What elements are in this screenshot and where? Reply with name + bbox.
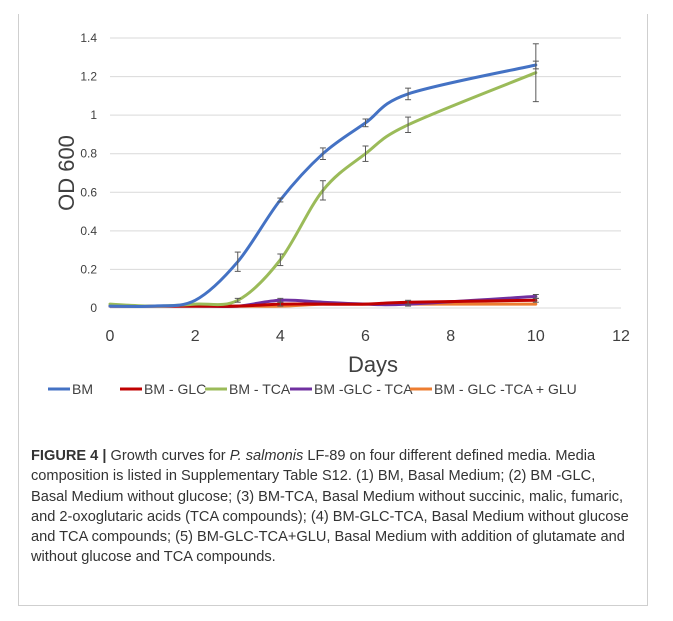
y-tick-label: 0.6: [80, 185, 97, 199]
x-axis-title: Days: [348, 352, 398, 377]
y-axis-title: OD 600: [54, 135, 79, 211]
caption-text-post: LF-89 on four different defined media. M…: [31, 448, 629, 566]
legend-label: BM - GLC -TCA + GLU: [434, 381, 577, 397]
y-tick-label: 1.2: [80, 70, 97, 84]
legend-label: BM - GLC: [144, 381, 206, 397]
y-tick-label: 0.4: [80, 224, 97, 238]
x-tick-label: 10: [527, 328, 545, 345]
x-tick-label: 2: [191, 328, 200, 345]
figure-frame: [18, 14, 648, 606]
x-tick-label: 12: [612, 328, 630, 345]
y-tick-label: 0.8: [80, 147, 97, 161]
x-tick-label: 6: [361, 328, 370, 345]
x-tick-label: 8: [446, 328, 455, 345]
growth-curve-chart: 0 0.2 0.4 0.6 0.8 1 1.2 1.4 0 2 4 6 8 10 12 Days OD 600 B…: [48, 31, 630, 397]
legend-label: BM - TCA: [229, 381, 291, 397]
caption-species: P. salmonis: [229, 448, 304, 464]
x-tick-label: 0: [106, 328, 115, 345]
legend-label: BM -GLC - TCA: [314, 381, 413, 397]
legend-label: BM: [72, 381, 93, 397]
x-tick-label: 4: [276, 328, 285, 345]
figure-label: FIGURE 4 |: [31, 448, 107, 464]
figure-caption: FIGURE 4 | Growth curves for P. salmonis…: [31, 446, 631, 568]
caption-text-pre: Growth curves for: [106, 448, 230, 464]
y-tick-label: 1.4: [80, 31, 97, 45]
y-tick-label: 0: [90, 301, 97, 315]
y-tick-label: 1: [90, 108, 97, 122]
y-tick-label: 0.2: [80, 262, 97, 276]
